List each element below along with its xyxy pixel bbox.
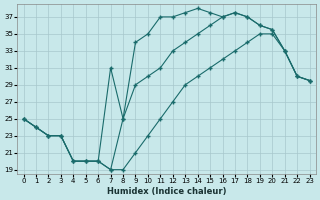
X-axis label: Humidex (Indice chaleur): Humidex (Indice chaleur) [107, 187, 226, 196]
